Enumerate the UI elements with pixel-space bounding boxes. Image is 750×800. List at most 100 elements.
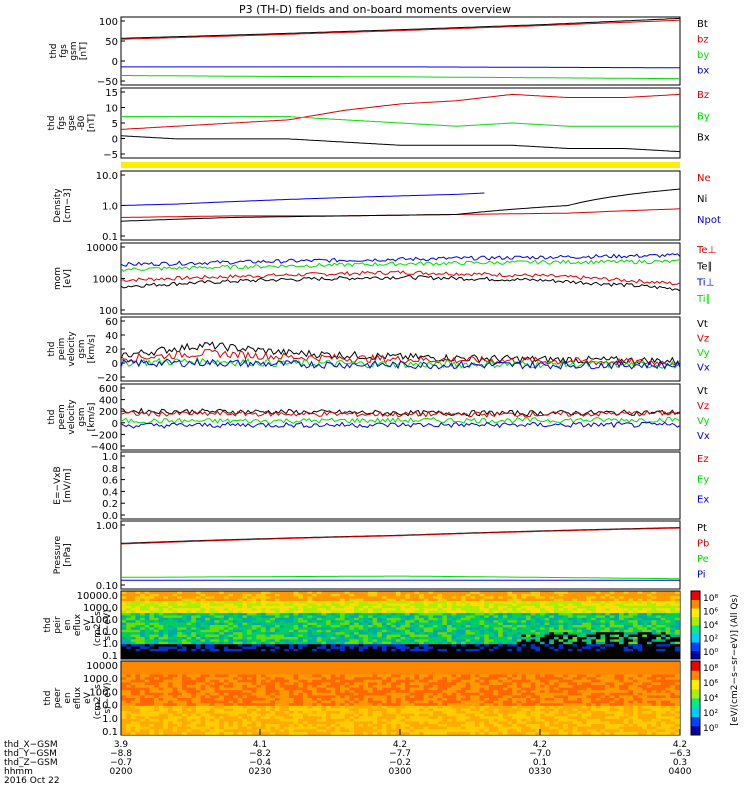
- panel-5-frame: [120, 316, 681, 382]
- panel-5-ylabel: thd: [47, 342, 57, 357]
- panel-1-ytick: 50: [105, 37, 118, 48]
- panel-1-series-by-line: [121, 75, 681, 80]
- panel-2-ytick: −5: [103, 150, 118, 161]
- colorbar-1-tick: 10²: [703, 635, 718, 645]
- colorbar-1-tick: 10⁰: [703, 648, 718, 658]
- panel-7-ylabel: [mV/m]: [63, 469, 73, 503]
- xaxis-row-value: 0200: [110, 767, 133, 777]
- panel-9-ylabel: en: [63, 619, 73, 630]
- panel-1-legend-bx: bx: [697, 66, 709, 77]
- panel-3-ylabel: Density: [53, 188, 63, 223]
- panel-2-ytick: 10: [105, 104, 118, 115]
- panel-10-ytick: 0.1: [102, 727, 118, 738]
- panel-6-legend-Vz: Vz: [697, 401, 709, 412]
- panel-6-series-Vy-line: [120, 416, 681, 425]
- panel-3-frame: [120, 170, 681, 241]
- panel-5-ytick: 20: [105, 345, 118, 356]
- panel-4-legend-Ti⊥: Ti⊥: [696, 278, 714, 289]
- panel-7-ytick: 0.4: [102, 487, 118, 498]
- colorbar-1-tick: 10⁶: [703, 608, 718, 618]
- panel-6-ytick: 0: [112, 419, 118, 430]
- colorbar-2-tick: 10⁴: [703, 694, 718, 704]
- panel-9-ylabel: eV: [83, 618, 93, 631]
- panel-6-series-Vt-line: [120, 407, 681, 417]
- panel-4-frame: [120, 242, 681, 315]
- panel-6-ylabel: gsm: [77, 407, 87, 426]
- panel-8-ylabel: Pressure: [53, 535, 63, 574]
- panel-9-ylabel: peir: [53, 616, 63, 634]
- panel-3-ytick: 1.0: [102, 202, 118, 213]
- panel-6-legend-Vy: Vy: [697, 416, 710, 427]
- xaxis-row-value: 4.2: [673, 740, 687, 750]
- panel-2-series-Bx-line: [120, 135, 681, 153]
- colorbar-2-frame: [690, 660, 701, 736]
- colorbar-1-frame: [690, 590, 701, 660]
- panel-8-legend-Pb: Pb: [697, 539, 709, 550]
- colorbar-2-segment: [691, 725, 700, 736]
- panel-2-legend-By: By: [697, 111, 710, 122]
- colorbar-2-segment: [691, 707, 700, 717]
- panel-1-legend-by: by: [697, 50, 709, 61]
- colorbar-label: [eV/(cm2−s−sr−eV)] (All Qs): [730, 594, 740, 725]
- panel-6-ylabel: peem: [57, 404, 67, 430]
- panel-1-series-bz-line: [120, 19, 681, 40]
- panel-4-ylabel: [eV]: [63, 269, 73, 288]
- panel-8-series-Pe-line: [120, 575, 681, 580]
- panel-9-frame: [120, 590, 681, 660]
- panel-5-series-Vz-line: [120, 348, 681, 367]
- panel-1-ylabel: [nT]: [79, 42, 89, 60]
- panel-1-series-bx-line: [121, 66, 680, 69]
- panel-2-ylabel: thd: [47, 116, 57, 131]
- panel-3-legend-Ni: Ni: [697, 194, 707, 205]
- panel-6-ytick: 200: [99, 407, 118, 418]
- panel-9-ytick: 1.0: [102, 639, 118, 650]
- panel-5-legend-Vy: Vy: [697, 348, 710, 359]
- panel-4-series-Te∥-line: [120, 274, 681, 292]
- panel-9-ytick: 1000.0: [83, 603, 118, 614]
- panel-4-legend-Te⊥: Te⊥: [696, 245, 716, 256]
- panel-6-ylabel: thd: [47, 410, 57, 425]
- panel-1-legend-Bt: Bt: [697, 19, 708, 30]
- panel-8-legend-Pi: Pi: [697, 570, 706, 581]
- panel-5-legend-Vx: Vx: [697, 363, 710, 374]
- panel-2-legend-Bx: Bx: [697, 133, 710, 144]
- panel-6-ytick: −400: [91, 442, 118, 453]
- panel-3-ylabel: [cm−3]: [63, 188, 73, 222]
- panel-5-ylabel: velocity: [67, 331, 77, 367]
- panel-2-ylabel: -B0: [77, 115, 87, 130]
- panel-10-ylabel: peer: [53, 687, 63, 708]
- panel-8-frame: [120, 520, 681, 590]
- xaxis-row-value: −7.0: [529, 749, 551, 759]
- panel-4-series-Ti∥-line: [120, 259, 681, 272]
- xaxis-row-value: 0.3: [673, 758, 687, 768]
- colorbar-2-segment: [691, 661, 700, 671]
- panel-6-ylabel: [km/s]: [87, 403, 97, 432]
- panel-2-ytick: 15: [105, 88, 118, 99]
- panel-1-legend-bz: bz: [697, 35, 709, 46]
- panel-8-series-Pb-line: [120, 527, 680, 545]
- panel-1-ytick: 100: [99, 17, 118, 28]
- panel-9-ylabel: sr−eV): [103, 609, 113, 640]
- colorbar-2-segment: [691, 698, 700, 708]
- panel-6-legend-Vx: Vx: [697, 431, 710, 442]
- panel-10-ylabel: en: [63, 692, 73, 703]
- colorbar-1-segment: [691, 650, 700, 660]
- panel-6-series-Vz-line: [120, 410, 681, 418]
- panel-8-ylabel: [nPa]: [63, 543, 73, 566]
- panel-4-legend-Ti∥: Ti∥: [696, 294, 711, 305]
- colorbar-1-segment: [691, 608, 700, 617]
- panel-9-ylabel: (cm2−s−: [93, 604, 103, 647]
- panel-6-series-Vx-line: [120, 421, 681, 429]
- quality-flag-bar: [121, 162, 680, 168]
- panel-5-legend-Vz: Vz: [697, 334, 709, 345]
- colorbar-1-segment: [691, 633, 700, 643]
- panel-6-ytick: 600: [99, 384, 118, 395]
- xaxis-row-value: 4.1: [253, 740, 267, 750]
- panel-1-ylabel: fgs: [59, 44, 69, 58]
- colorbar-1-segment: [691, 625, 700, 634]
- panel-1-series-Bt-line: [120, 17, 681, 39]
- panel-7-ytick: 0.6: [102, 476, 118, 487]
- xaxis-row-value: 0.1: [533, 758, 547, 768]
- xaxis-row-value: −7.7: [389, 749, 411, 759]
